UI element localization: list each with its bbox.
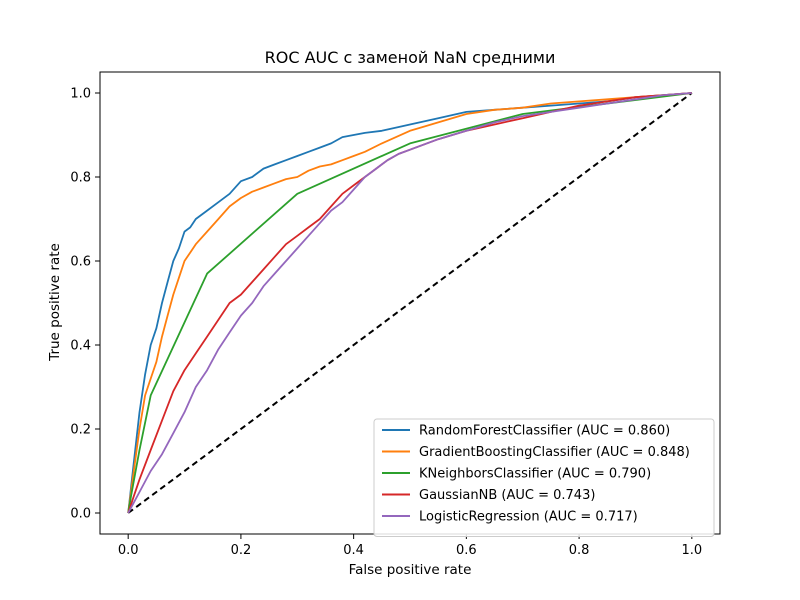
plot-area <box>99 71 721 535</box>
y-axis-ticks: 0.0 0.2 0.4 0.6 0.8 1.0 <box>70 87 100 522</box>
chart-title: ROC AUC с заменой NaN средними <box>265 48 556 67</box>
x-tick-label: 0.2 <box>231 543 252 558</box>
y-tick-label: 0.8 <box>70 171 91 186</box>
legend: RandomForestClassifier (AUC = 0.860) Grad… <box>373 418 715 537</box>
y-tick-label: 0.6 <box>70 255 91 270</box>
series-line-4 <box>127 92 692 514</box>
y-axis-label: True positive rate <box>47 243 63 362</box>
series-line-1 <box>127 92 692 514</box>
x-axis-ticks: 0.0 0.2 0.4 0.6 0.8 1.0 <box>118 534 702 558</box>
x-tick-label: 0.0 <box>118 543 139 558</box>
legend-entry-0: RandomForestClassifier (AUC = 0.860) <box>419 424 670 439</box>
series-line-2 <box>127 92 692 514</box>
legend-entry-4: LogisticRegression (AUC = 0.717) <box>419 510 638 525</box>
chance-diagonal-line <box>127 92 693 514</box>
y-tick-label: 0.4 <box>70 339 91 354</box>
y-tick-label: 1.0 <box>70 87 91 102</box>
legend-entry-2: KNeighborsClassifier (AUC = 0.790) <box>419 467 651 482</box>
y-tick-label: 0.2 <box>70 423 91 438</box>
x-tick-label: 0.4 <box>343 543 364 558</box>
legend-entry-3: GaussianNB (AUC = 0.743) <box>419 488 595 503</box>
legend-box <box>373 418 715 537</box>
x-tick-label: 1.0 <box>681 543 702 558</box>
legend-entry-1: GradientBoostingClassifier (AUC = 0.848) <box>419 445 690 460</box>
y-tick-label: 0.0 <box>70 507 91 522</box>
x-axis-label: False positive rate <box>349 562 472 578</box>
x-tick-label: 0.8 <box>569 543 590 558</box>
x-tick-label: 0.6 <box>456 543 477 558</box>
series-line-3 <box>127 92 692 514</box>
